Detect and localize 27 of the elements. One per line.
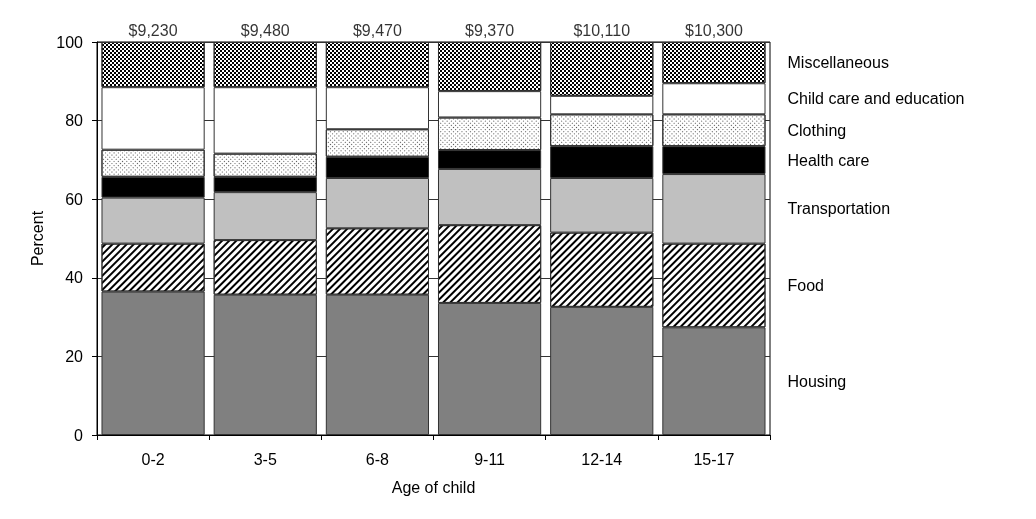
x-tick-label: 3-5: [253, 450, 277, 468]
y-axis-title: Percent: [28, 210, 46, 267]
x-tick-label: 12-14: [581, 450, 623, 468]
y-tick-label: 60: [65, 190, 84, 208]
annotation: $10,300: [684, 21, 743, 39]
x-tick-label: 15-17: [693, 450, 735, 468]
y-tick-label: 100: [56, 33, 84, 51]
series-label: Health care: [787, 151, 870, 169]
y-tick-label: 0: [74, 426, 84, 444]
series-label: Transportation: [787, 200, 891, 218]
annotation: $9,230: [128, 21, 178, 39]
series-label: Child care and education: [787, 90, 965, 108]
annotation: $9,370: [465, 21, 515, 39]
series-label: Housing: [787, 372, 847, 390]
y-tick-label: 80: [65, 112, 84, 130]
x-tick-label: 0-2: [141, 450, 165, 468]
y-tick-label: 20: [65, 347, 84, 365]
annotation: $10,110: [573, 21, 631, 39]
x-axis-title: Age of child: [391, 478, 476, 496]
annotation: $9,480: [240, 21, 290, 39]
x-tick-label: 9-11: [474, 450, 506, 468]
series-label: Clothing: [787, 121, 847, 139]
y-tick-label: 40: [65, 269, 84, 287]
x-tick-label: 6-8: [365, 450, 390, 468]
series-label: Miscellaneous: [787, 54, 889, 72]
annotation: $9,470: [352, 21, 402, 39]
series-label: Food: [787, 276, 824, 294]
